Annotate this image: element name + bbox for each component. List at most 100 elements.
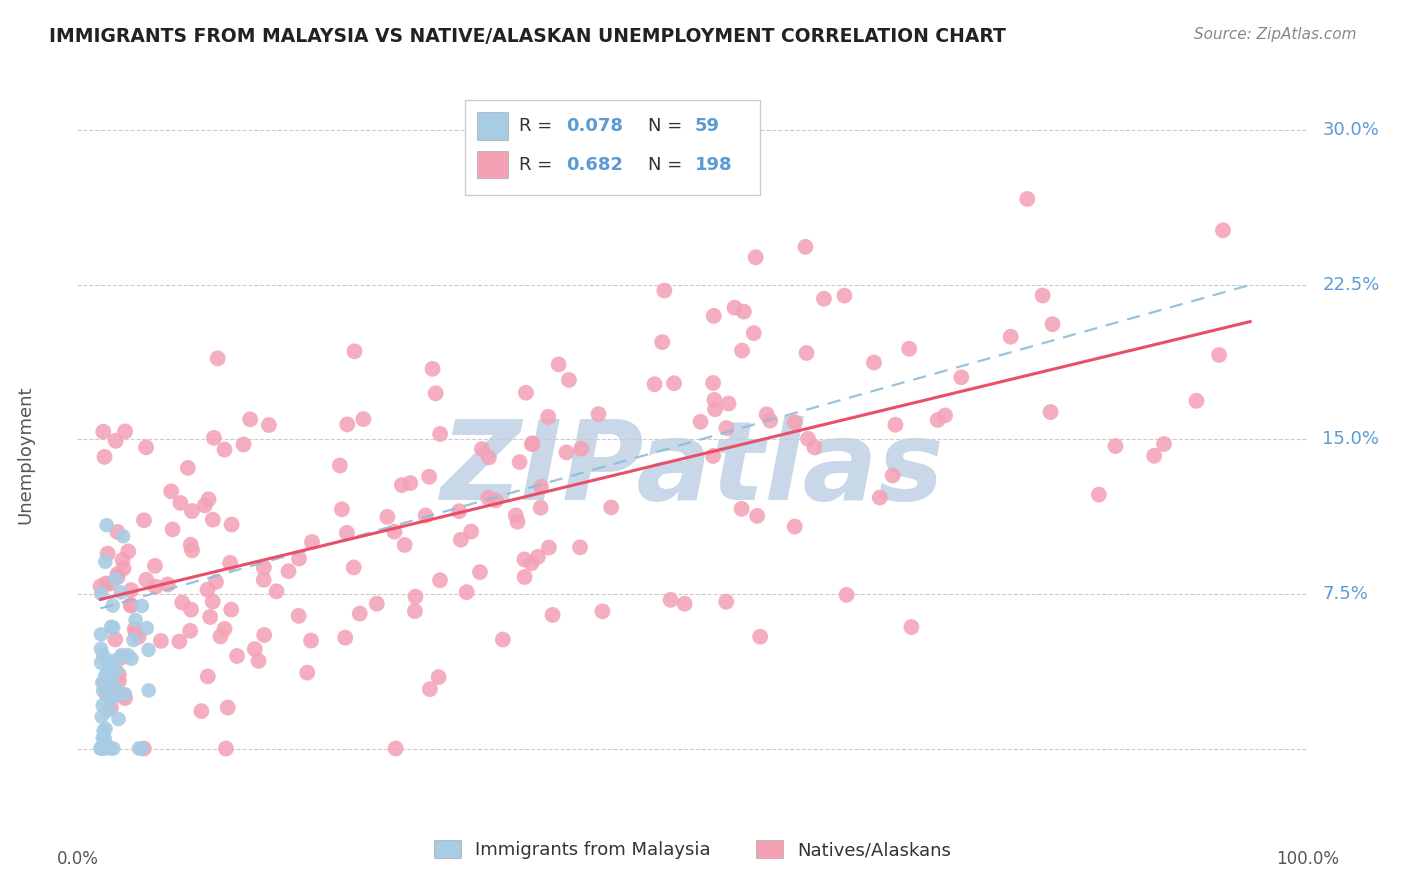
Point <box>93 675 115 690</box>
Point <box>600 500 623 515</box>
Point <box>783 415 806 429</box>
Point <box>456 585 478 599</box>
Point <box>201 594 224 608</box>
Point <box>117 544 139 558</box>
Point <box>114 691 136 706</box>
Point <box>884 417 907 432</box>
Point <box>1185 393 1208 408</box>
Point <box>468 565 491 579</box>
Point <box>90 741 112 756</box>
Point <box>232 437 254 451</box>
Point <box>145 580 167 594</box>
Point <box>449 504 471 518</box>
Point <box>101 690 124 705</box>
Point <box>429 574 451 588</box>
Point <box>156 577 179 591</box>
Text: IMMIGRANTS FROM MALAYSIA VS NATIVE/ALASKAN UNEMPLOYMENT CORRELATION CHART: IMMIGRANTS FROM MALAYSIA VS NATIVE/ALASK… <box>49 27 1007 45</box>
Point <box>659 592 682 607</box>
Point <box>112 561 135 575</box>
Point <box>110 585 132 599</box>
Point <box>98 667 121 681</box>
Point <box>418 469 440 483</box>
Point <box>91 698 114 713</box>
Point <box>654 284 676 298</box>
Point <box>299 633 322 648</box>
Point <box>651 335 673 350</box>
Point <box>330 502 353 516</box>
Point <box>429 427 451 442</box>
Point <box>950 370 973 384</box>
Point <box>796 346 818 360</box>
Point <box>105 683 128 698</box>
Point <box>662 376 685 391</box>
Point <box>797 432 820 446</box>
Point <box>366 597 388 611</box>
Point <box>744 250 766 264</box>
Point <box>477 491 499 505</box>
Text: R =: R = <box>519 155 558 174</box>
Point <box>98 741 121 756</box>
Point <box>93 731 115 745</box>
Point <box>541 607 564 622</box>
Text: N =: N = <box>648 155 688 174</box>
FancyBboxPatch shape <box>465 100 761 195</box>
Point <box>97 656 120 670</box>
Point <box>530 500 553 515</box>
Point <box>882 468 904 483</box>
Point <box>277 564 299 578</box>
Point <box>103 741 125 756</box>
Point <box>91 675 114 690</box>
Point <box>460 524 482 539</box>
Point <box>214 442 236 457</box>
Point <box>1017 192 1039 206</box>
FancyBboxPatch shape <box>477 112 508 140</box>
Point <box>201 513 224 527</box>
Point <box>177 461 200 475</box>
Point <box>513 570 536 584</box>
Point <box>478 450 501 465</box>
Point <box>94 669 117 683</box>
Point <box>527 549 550 564</box>
Point <box>803 441 825 455</box>
Point <box>863 355 886 369</box>
Point <box>114 687 136 701</box>
Text: 198: 198 <box>695 155 733 174</box>
Text: 15.0%: 15.0% <box>1323 431 1379 449</box>
Point <box>794 240 817 254</box>
Point <box>733 304 755 318</box>
Point <box>297 665 319 680</box>
Point <box>112 688 135 702</box>
Point <box>120 598 142 612</box>
Point <box>90 741 112 756</box>
Point <box>90 586 112 600</box>
Point <box>179 624 201 638</box>
Point <box>375 509 398 524</box>
Point <box>138 683 160 698</box>
Point <box>404 590 426 604</box>
Point <box>105 567 128 582</box>
Point <box>703 392 725 407</box>
Point <box>702 449 724 463</box>
Point <box>1212 223 1234 237</box>
Point <box>673 597 696 611</box>
Point <box>143 558 166 573</box>
Point <box>415 508 437 523</box>
Point <box>124 613 146 627</box>
Point <box>1032 288 1054 302</box>
Point <box>513 552 536 566</box>
Point <box>214 622 236 636</box>
Point <box>425 386 447 401</box>
Point <box>215 741 238 756</box>
Point <box>160 484 183 499</box>
Point <box>588 407 610 421</box>
Text: N =: N = <box>648 117 688 135</box>
Point <box>172 595 194 609</box>
Point <box>131 741 153 756</box>
Point <box>900 620 922 634</box>
Point <box>91 731 114 745</box>
Point <box>253 573 276 587</box>
Point <box>101 670 124 684</box>
Point <box>506 515 529 529</box>
Text: ZIPatlas: ZIPatlas <box>440 416 945 523</box>
Point <box>555 445 578 459</box>
